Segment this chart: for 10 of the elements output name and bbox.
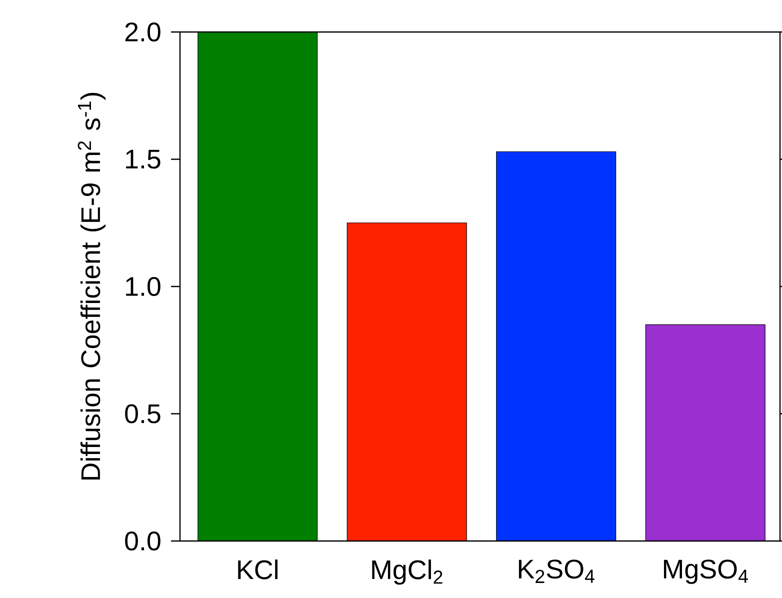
y-tick-label: 1.0 bbox=[126, 276, 160, 296]
x-tick-label: MgCl$_{2}$ bbox=[372, 560, 442, 585]
x-tick-label: K$_{2}$SO$_{4}$ bbox=[518, 560, 594, 583]
x-tick-label: MgSO$_{4}$ bbox=[664, 560, 748, 584]
y-axis-title: Diffusion Coefficient (E-9 m$^{2}$ s$^{-1}$) bbox=[78, 92, 106, 480]
y-tick-label: 0.0 bbox=[125, 531, 160, 551]
y-tick-label: 2.0 bbox=[125, 22, 160, 42]
x-tick-label: KCl bbox=[238, 560, 278, 580]
y-tick-label: 1.5 bbox=[126, 150, 160, 169]
y-tick-label: 0.5 bbox=[125, 404, 160, 424]
